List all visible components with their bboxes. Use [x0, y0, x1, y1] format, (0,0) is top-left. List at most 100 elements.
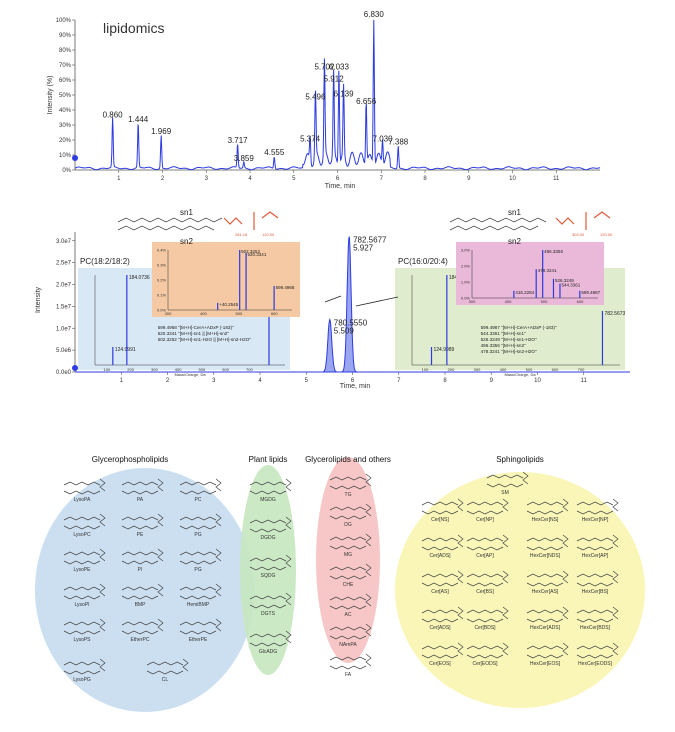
x-tick-label: 7 — [397, 378, 401, 384]
zoom-peak-label: 599.4968 — [276, 285, 295, 290]
lipid-class-label: HexCer[AP] — [582, 553, 609, 559]
x-tick-label: 6 — [336, 176, 340, 182]
x-tick-label: 4 — [258, 378, 262, 384]
lipid-class-label: Cer[AS] — [431, 589, 449, 595]
lipid-class-label: SQDG — [261, 573, 276, 579]
chain-value-left-1: 281.18 — [235, 232, 248, 237]
inset-peak-label: 124.9989 — [433, 347, 454, 353]
zoom-y-tick: 0.4% — [157, 248, 167, 253]
lipid-structure: TG — [329, 473, 372, 498]
inset-x-tick: 700 — [578, 367, 585, 372]
lipid-structure: GlcADG — [249, 630, 292, 655]
x-tick-label: 1 — [117, 176, 121, 182]
xic-chromatogram: Intensity Time, min 0.0e0 5.0e6 1.0e7 1.5e7… — [35, 208, 630, 390]
zoom-y-tick: 0.2% — [157, 278, 167, 283]
zoom-peak-label: +40.2545 — [219, 302, 238, 307]
lipid-class-label: NAmPA — [339, 642, 357, 648]
lipid-class-label: PI — [138, 567, 143, 573]
zoom-peak-label: 599.4987 — [581, 290, 600, 295]
lipid-class-label: LysoPA — [74, 497, 91, 503]
lipid-class-label: DGDG — [261, 535, 276, 541]
inset-x-tick: 400 — [500, 367, 507, 372]
y-tick-label: 70% — [59, 63, 72, 69]
fragment-annotation: 496.3356 "[M+H]-sn2" — [481, 343, 526, 348]
inset-right-title: PC(16:0/20:4) — [398, 257, 448, 266]
lipid-structure: SM — [486, 471, 529, 496]
lipid-structure: AC — [329, 593, 372, 618]
peak-label: 5.927 — [353, 243, 374, 252]
chain-structure-right: 304.00 120.00 sn1 sn2 — [449, 208, 613, 246]
lipid-structure: PC — [179, 478, 222, 503]
zoom-peak-label: 526.3249 — [555, 278, 574, 283]
inset-x-tick: 600 — [222, 367, 229, 372]
peak-label: 3.859 — [234, 154, 255, 163]
axis-marker-2 — [72, 365, 78, 371]
lipid-structure: PI — [121, 548, 164, 573]
x-tick-label: 6 — [351, 378, 355, 384]
lipid-structure: FA — [329, 653, 372, 678]
y-tick-label: 80% — [59, 48, 72, 54]
lipid-structure: LysoPA — [63, 478, 106, 503]
lipid-structure: Cer[AP] — [466, 534, 509, 559]
zoom-x-tick: 400 — [505, 299, 512, 304]
lipid-class-label: HexCer[NS] — [532, 517, 559, 523]
inset-peak-label: 124.9991 — [115, 347, 136, 353]
lipid-structure: Cer[BS] — [466, 570, 509, 595]
x-tick-label: 4 — [248, 176, 252, 182]
lipid-class-label: HexCer[ADS] — [530, 625, 561, 631]
x-tick-label: 2 — [166, 378, 170, 384]
lipid-class-label: DGTS — [261, 611, 276, 617]
fragment-annotation: 520.3341 "[M+H]-sn1 || [M+H]-sn2" — [158, 331, 230, 336]
lipid-structure: NAmPA — [329, 623, 372, 648]
lipid-class-label: AC — [345, 612, 352, 618]
zoom-y-tick: 0.1% — [157, 293, 167, 298]
group-title-sphingolipids: Sphingolipids — [496, 455, 544, 464]
x-tick-label: 8 — [443, 378, 447, 384]
zoom-peak-label: 502.3252 — [241, 249, 260, 254]
lipid-structure: SQDG — [249, 554, 292, 579]
lipid-structure: Cer[ADS] — [421, 606, 464, 631]
chart-title: lipidomics — [103, 20, 164, 36]
x-tick-label: 5 — [292, 176, 296, 182]
lipid-structure: HexCer[EOS] — [526, 642, 569, 667]
lipid-class-label: EtherPC — [131, 637, 150, 643]
lipid-class-label: GlcADG — [259, 649, 277, 655]
y-tick-label: 5.0e6 — [56, 348, 72, 354]
lipid-class-label: TG — [345, 492, 352, 498]
inset-x-tick: 500 — [199, 367, 206, 372]
lipid-structure: PE — [121, 513, 164, 538]
y-axis-label: Intensity (%) — [47, 76, 54, 115]
y-tick-label: 2.0e7 — [56, 283, 72, 289]
peak-label: 7.030 — [373, 135, 394, 144]
lipid-class-label: PA — [137, 497, 144, 503]
lipid-class-label: MG — [344, 552, 352, 558]
y-tick-label: 0.0e0 — [56, 370, 72, 376]
group-title-glycerophospholipids: Glycerophospholipids — [92, 455, 169, 464]
lipid-structure: BMP — [121, 583, 164, 608]
x-tick-label: 11 — [553, 176, 560, 182]
lipid-structure: DG — [329, 503, 372, 528]
lipid-class-label: Cer[BDS] — [474, 625, 496, 631]
arrow-left — [324, 295, 342, 303]
y-tick-label: 30% — [59, 123, 72, 129]
inset-right-xlabel: Mass/Charge, Da — [504, 372, 536, 377]
lipid-structure: LysoPI — [63, 583, 106, 608]
lipid-structure: Cer[BDS] — [466, 606, 509, 631]
y-tick-label: 10% — [59, 153, 72, 159]
lipid-structure: PA — [121, 478, 164, 503]
peak-label: 1.444 — [128, 115, 149, 124]
lipid-structure: HexCer[BDS] — [576, 606, 619, 631]
group-blob-glycerophospholipids — [35, 468, 255, 712]
peak-label: 6.033 — [329, 63, 350, 72]
zoom-peak-label: 478.3241 — [538, 268, 557, 273]
x-tick-label: 2 — [161, 176, 165, 182]
peak-label: 6.656 — [356, 97, 377, 106]
lipid-class-label: LysoPI — [74, 602, 89, 608]
zoom-x-tick: 300 — [165, 311, 172, 316]
lipid-structure: LysoPE — [63, 548, 106, 573]
sn1-label-right: sn1 — [508, 208, 521, 217]
peak-label: 782.5677 — [353, 235, 387, 244]
peak-label: 5.374 — [300, 135, 321, 144]
lipid-class-label: HexCer[EOS] — [530, 661, 561, 667]
